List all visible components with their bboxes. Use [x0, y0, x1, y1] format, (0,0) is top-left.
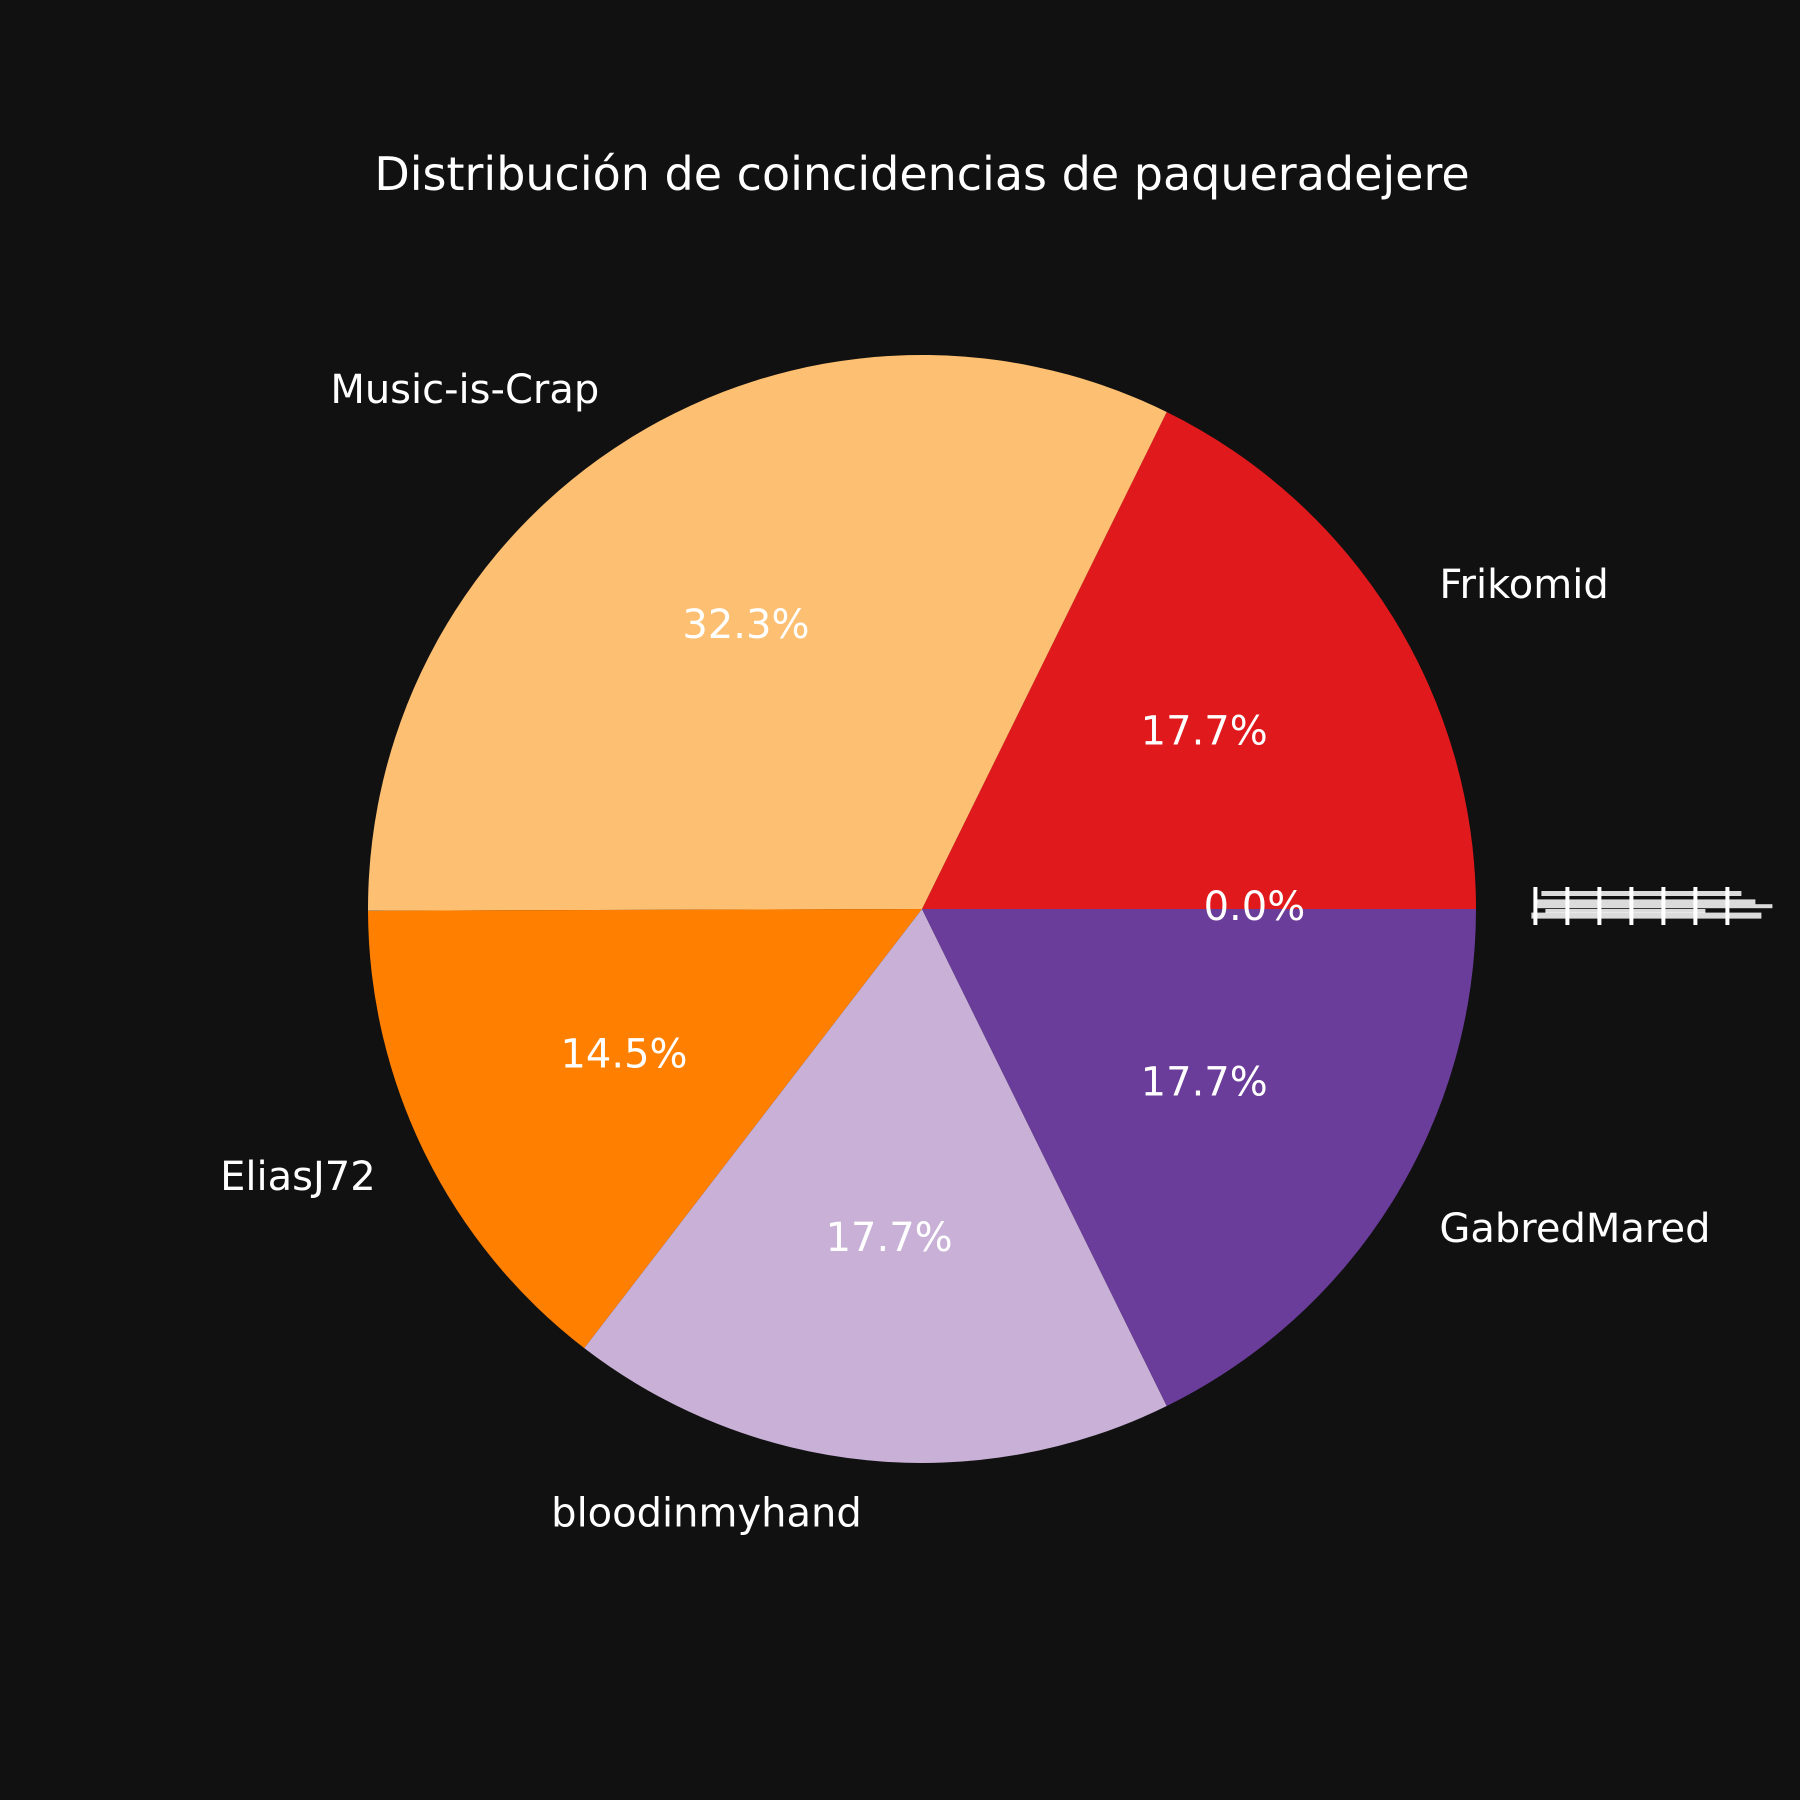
- overlapping-label-fragment: [1693, 887, 1697, 925]
- slice-percent-bloodinmyhand: 17.7%: [826, 1215, 953, 1261]
- slice-label-gabredmared: GabredMared: [1439, 1206, 1710, 1252]
- slice-label-eliasj72: EliasJ72: [220, 1154, 376, 1200]
- overlapping-label-fragment: [1597, 887, 1601, 925]
- overlapping-label-fragment: [1565, 887, 1569, 925]
- overlapping-label-fragment: [1537, 904, 1772, 908]
- overlapping-label-fragment: [1541, 891, 1741, 896]
- overlapping-label-fragment: [1629, 887, 1633, 925]
- overlapping-label-fragment: [1661, 887, 1665, 925]
- slice-label-bloodinmyhand: bloodinmyhand: [551, 1490, 862, 1536]
- chart-title: Distribución de coincidencias de paquera…: [374, 147, 1469, 201]
- zero-slice-percent: 0.0%: [1204, 884, 1306, 930]
- slice-percent-eliasj72: 14.5%: [560, 1031, 687, 1077]
- slice-label-music-is-crap: Music-is-Crap: [330, 367, 599, 413]
- slice-percent-frikomid: 17.7%: [1141, 708, 1268, 754]
- slice-percent-gabredmared: 17.7%: [1141, 1060, 1268, 1106]
- overlapping-label-fragment: [1725, 887, 1729, 925]
- overlapping-label-fragment: [1533, 887, 1537, 925]
- slice-label-frikomid: Frikomid: [1439, 562, 1608, 608]
- slice-percent-music-is-crap: 32.3%: [682, 602, 809, 648]
- pie-slices: [368, 355, 1476, 1463]
- overlapping-zero-slice-labels: [1531, 887, 1772, 925]
